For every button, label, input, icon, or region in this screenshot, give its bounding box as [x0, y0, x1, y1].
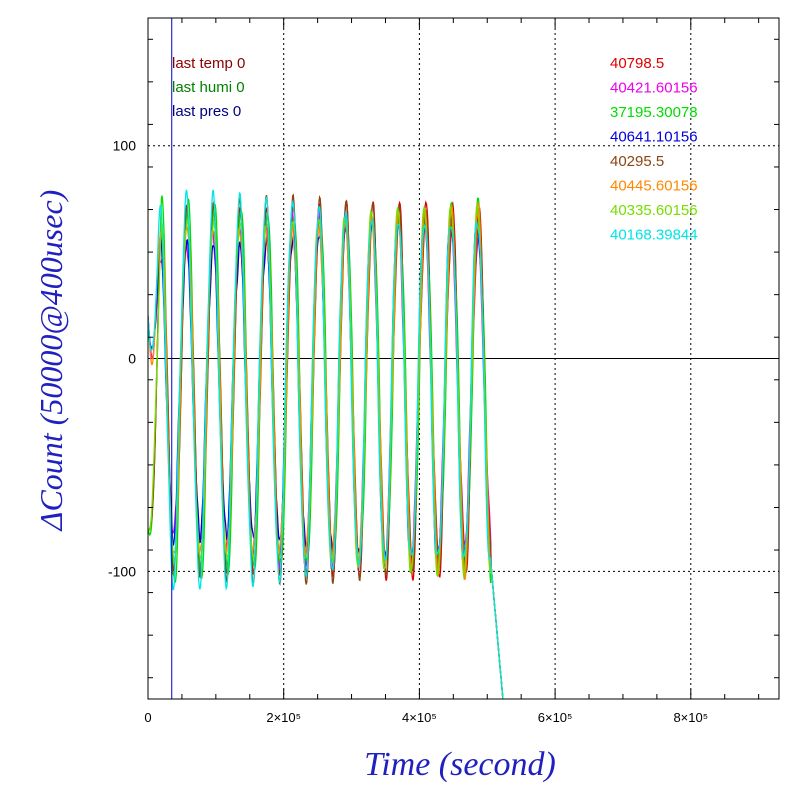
- series-line: [148, 189, 504, 699]
- legend-entry: 40798.5: [610, 55, 664, 72]
- legend-entry: 40295.5: [610, 153, 664, 170]
- legend-entry: 40445.60156: [610, 178, 698, 195]
- y-tick-label: 100: [113, 138, 137, 154]
- plot-frame: [147, 17, 780, 700]
- x-axis-label: Time (second): [364, 746, 556, 783]
- tick-labels: 0 2×10⁵ 4×10⁵ 6×10⁵ 8×10⁵ -100 0 100: [108, 138, 708, 725]
- legend-entry: 40168.39844: [610, 227, 698, 244]
- axes: [147, 17, 780, 700]
- x-tick-label: 4×10⁵: [402, 710, 437, 725]
- x-tick-label: 2×10⁵: [266, 710, 301, 725]
- annotation-text: last pres 0: [172, 103, 241, 120]
- legend-entry: 37195.30078: [610, 104, 698, 121]
- x-tick-label: 8×10⁵: [673, 710, 708, 725]
- data-series: [148, 18, 504, 699]
- legend-entry: 40335.60156: [610, 202, 698, 219]
- y-tick-label: -100: [108, 563, 136, 579]
- y-axis-label: ΔCount (50000@400usec): [33, 190, 69, 533]
- legend-entry: 40421.60156: [610, 80, 698, 97]
- annotation-text: last humi 0: [172, 79, 245, 96]
- legend-entry: 40641.10156: [610, 129, 698, 146]
- annotation-text: last temp 0: [172, 55, 245, 72]
- annotations: last temp 0 last humi 0 last pres 0: [172, 55, 245, 120]
- x-tick-label: 0: [144, 710, 151, 725]
- y-tick-label: 0: [128, 351, 136, 367]
- x-tick-label: 6×10⁵: [538, 710, 573, 725]
- legend: 40798.5 40421.60156 37195.30078 40641.10156…: [610, 55, 698, 244]
